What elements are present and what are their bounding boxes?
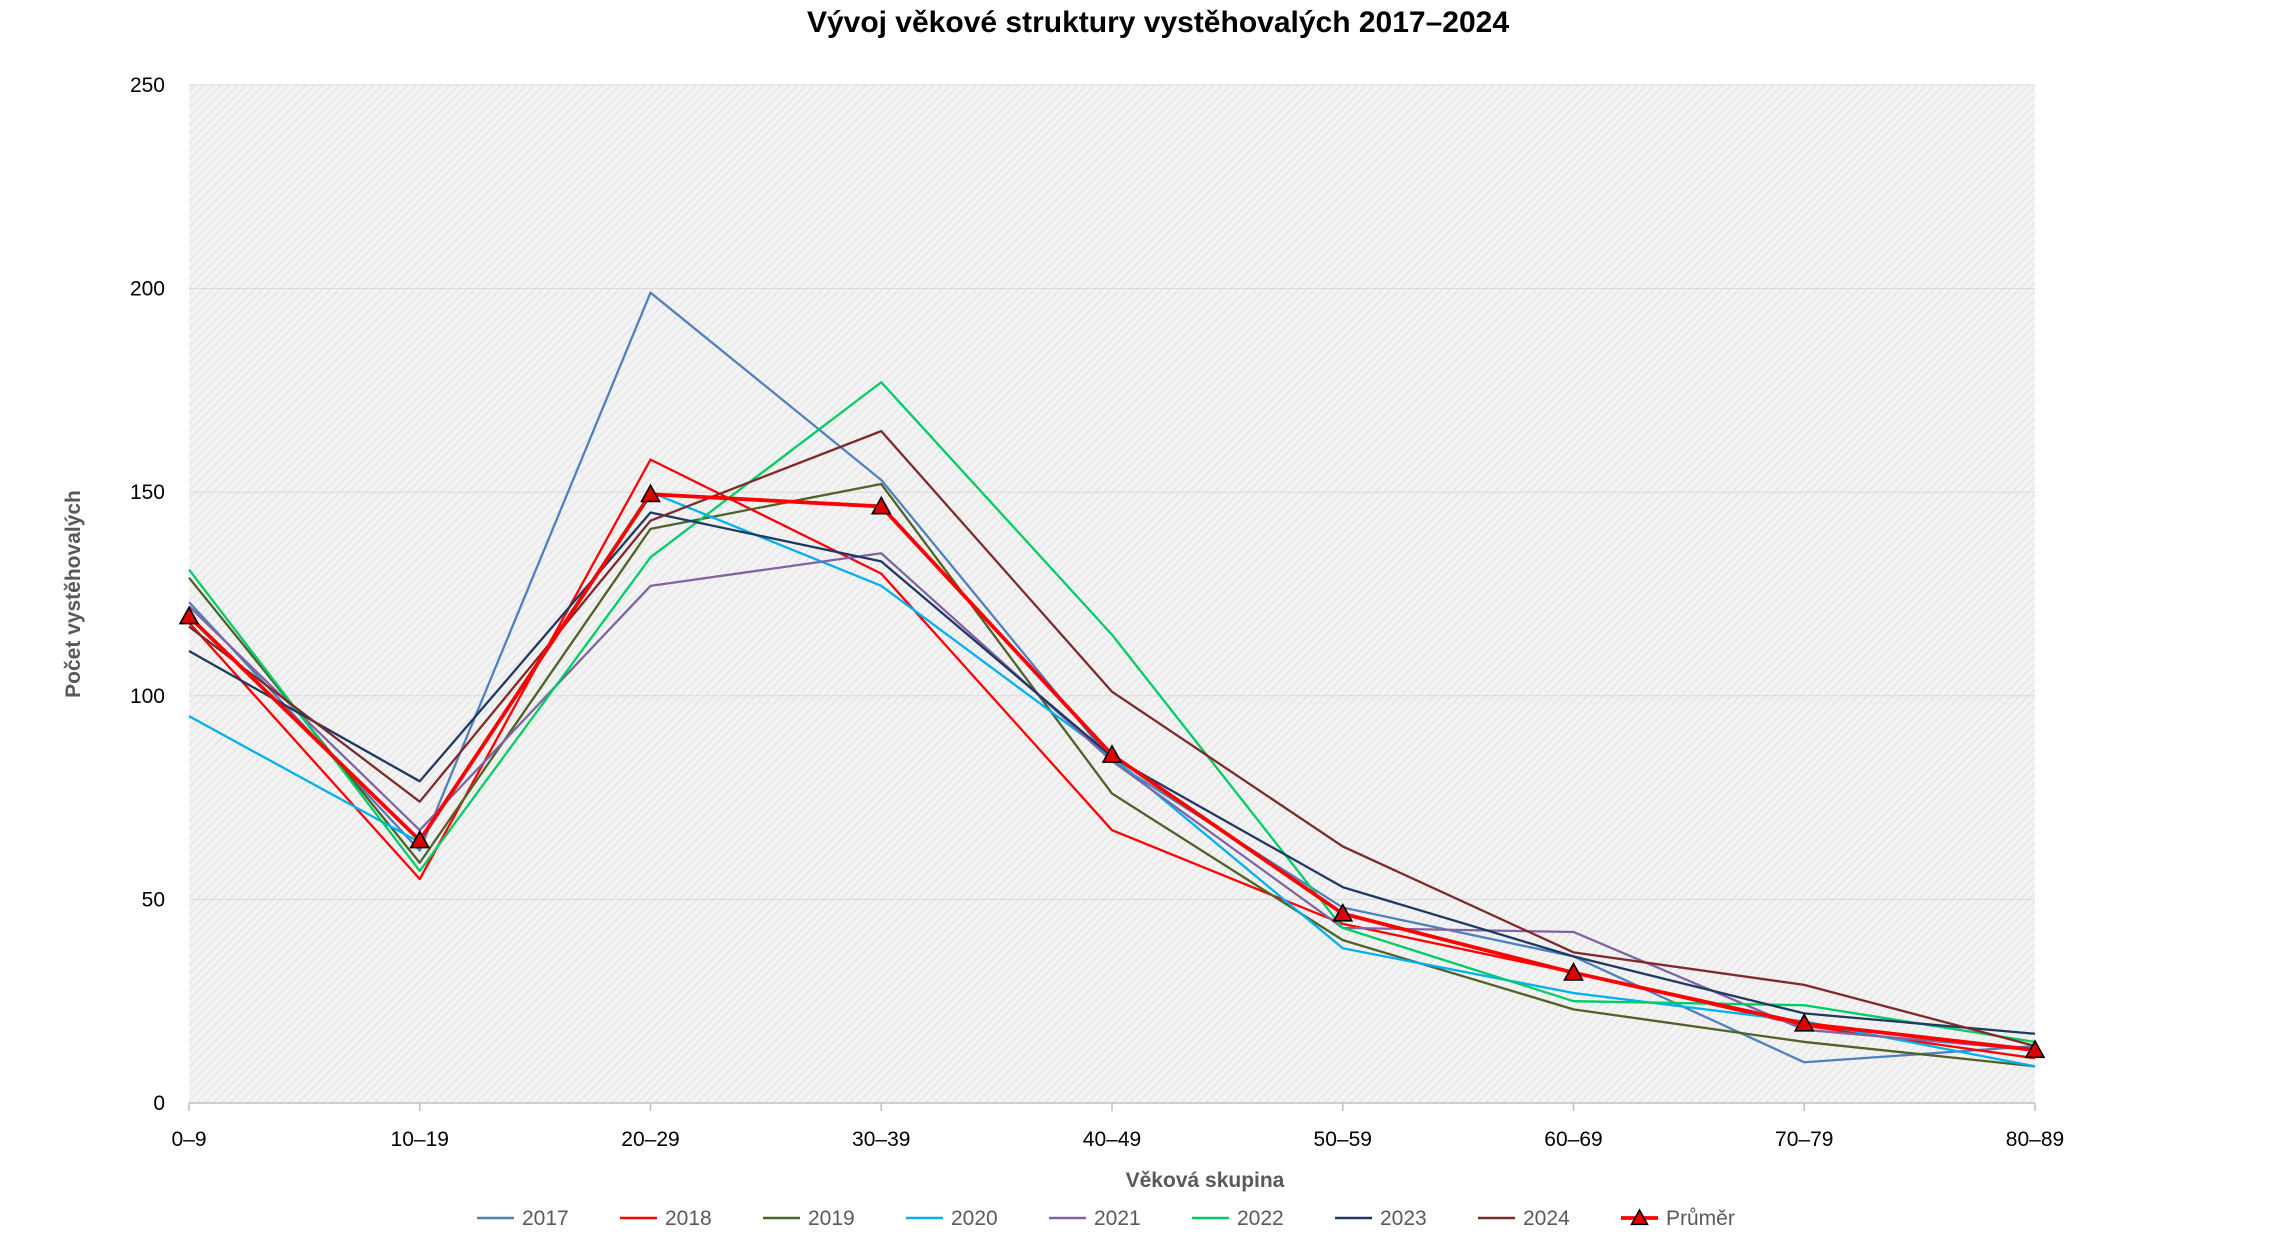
legend-item-2019: 2019 (763, 1207, 855, 1230)
legend-item-2022: 2022 (1192, 1207, 1284, 1230)
legend-item-2021: 2021 (1049, 1207, 1141, 1230)
legend-label: 2022 (1237, 1207, 1284, 1230)
y-tick-label: 50 (142, 888, 165, 911)
x-tick-label: 40–49 (1083, 1128, 1141, 1151)
series-line-2019 (188, 482, 2036, 1068)
x-tick-label: 30–39 (852, 1128, 910, 1151)
average-marker (640, 483, 661, 503)
legend-item-2023: 2023 (1335, 1207, 1427, 1230)
legend-label: 2020 (951, 1207, 998, 1230)
y-tick-label: 250 (130, 74, 165, 97)
average-marker (1563, 962, 1584, 981)
axis-ticks: 0 50 100 150 200 250 0–9 10–19 20–29 30–39 40–49 50… (130, 74, 2064, 1151)
y-tick-label: 0 (153, 1092, 165, 1115)
average-marker (2024, 1039, 2046, 1059)
y-axis-title: Počet vystěhovalých (62, 490, 85, 698)
legend-item-average: Průměr (1621, 1207, 1735, 1230)
x-tick-label: 20–29 (621, 1128, 679, 1151)
plot-area-background (189, 85, 2035, 1103)
legend-label: 2017 (522, 1207, 569, 1230)
y-tick-label: 100 (130, 685, 165, 708)
average-marker (870, 495, 892, 515)
average-marker (1332, 903, 1354, 922)
x-tick-label: 60–69 (1544, 1128, 1602, 1151)
average-marker (1101, 744, 1123, 763)
x-tick-label: 50–59 (1314, 1128, 1372, 1151)
x-tick-label: 80–89 (2006, 1128, 2064, 1151)
legend: 2017 2018 2019 2020 2021 2022 2023 2024 Průměr (477, 1207, 1735, 1230)
series-line-2022 (188, 381, 2036, 1044)
average-series (178, 483, 2046, 1059)
legend-item-2024: 2024 (1478, 1207, 1570, 1230)
legend-label: Průměr (1666, 1207, 1735, 1230)
series-line-2024 (188, 429, 2036, 1048)
x-tick-label: 10–19 (391, 1128, 449, 1151)
y-tick-label: 150 (130, 481, 165, 504)
x-tick-label: 0–9 (171, 1128, 206, 1151)
legend-item-2018: 2018 (620, 1207, 712, 1230)
legend-marker (1630, 1208, 1649, 1226)
legend-item-2017: 2017 (477, 1207, 569, 1230)
y-tick-label: 200 (130, 278, 165, 301)
x-axis-title: Věková skupina (1126, 1169, 1285, 1192)
legend-label: 2024 (1523, 1207, 1570, 1230)
legend-label: 2023 (1380, 1207, 1427, 1230)
legend-label: 2021 (1094, 1207, 1141, 1230)
legend-item-2020: 2020 (906, 1207, 998, 1230)
legend-label: 2019 (808, 1207, 855, 1230)
chart-title: Vývoj věkové struktury vystěhovalých 201… (807, 6, 1509, 39)
average-marker (178, 605, 200, 625)
average-marker (1793, 1012, 1815, 1032)
legend-label: 2018 (665, 1207, 712, 1230)
average-marker (409, 829, 431, 849)
x-tick-label: 70–79 (1775, 1128, 1833, 1151)
